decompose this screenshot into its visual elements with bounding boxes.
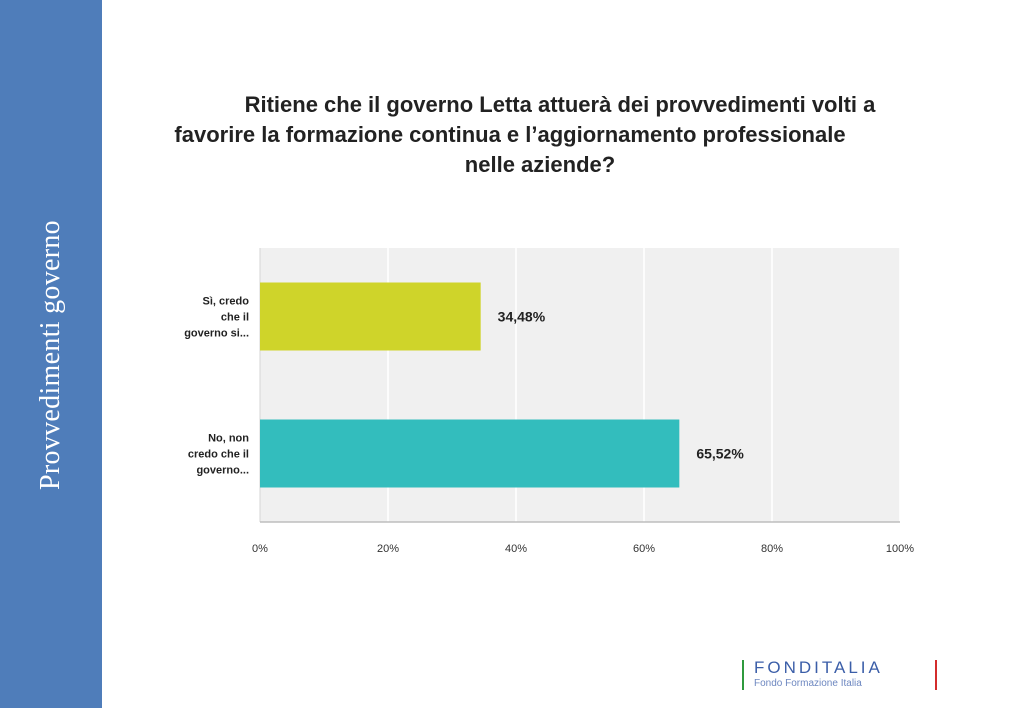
category-label: governo...: [196, 465, 249, 477]
sidebar: Provvedimenti governo: [0, 0, 102, 708]
bar: [260, 282, 481, 351]
x-tick-label: 40%: [505, 543, 527, 555]
data-label: 65,52%: [696, 446, 744, 462]
data-label: 34,48%: [498, 309, 546, 325]
x-tick-label: 60%: [633, 543, 655, 555]
fonditalia-logo: FONDITALIA Fondo Formazione Italia: [742, 658, 942, 692]
chart-title-line-3: nelle aziende?: [464, 152, 616, 177]
bar: [260, 419, 680, 488]
category-label: che il: [221, 312, 249, 324]
category-label: credo che il: [188, 449, 249, 461]
category-label: governo si...: [184, 328, 249, 340]
x-tick-label: 80%: [761, 543, 783, 555]
logo-red-bar: [935, 660, 937, 690]
x-tick-label: 20%: [377, 543, 399, 555]
chart-title: Ritiene che il governo Letta attuerà dei…: [110, 90, 950, 180]
logo-name: FONDITALIA: [754, 658, 883, 677]
x-tick-label: 100%: [886, 543, 914, 555]
logo-subtitle: Fondo Formazione Italia: [754, 678, 862, 689]
category-label: Sì, credo: [203, 296, 250, 308]
category-label: No, non: [208, 433, 249, 445]
logo-green-bar: [742, 660, 744, 690]
chart-title-line-1: Ritiene che il governo Letta attuerà dei…: [244, 92, 876, 117]
x-tick-label: 0%: [252, 543, 268, 555]
chart-title-line-2: favorire la formazione continua e l’aggi…: [174, 122, 846, 147]
